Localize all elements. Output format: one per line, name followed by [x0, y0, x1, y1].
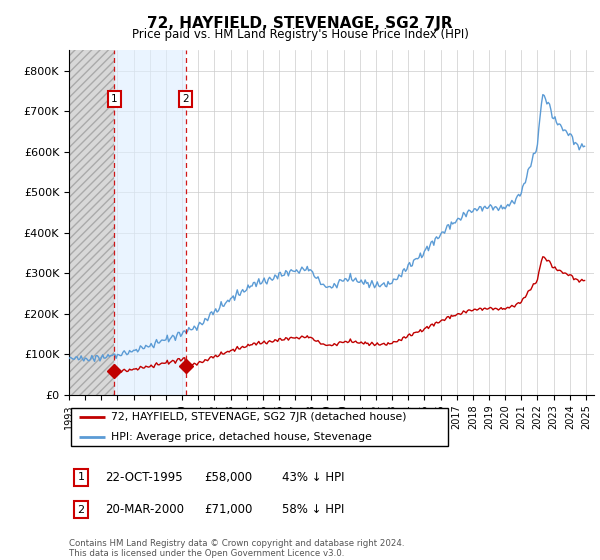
Text: £71,000: £71,000 — [204, 503, 253, 516]
Text: 2: 2 — [182, 94, 189, 104]
Text: 1: 1 — [111, 94, 118, 104]
Text: 43% ↓ HPI: 43% ↓ HPI — [282, 470, 344, 484]
Text: Price paid vs. HM Land Registry's House Price Index (HPI): Price paid vs. HM Land Registry's House … — [131, 28, 469, 41]
Text: 72, HAYFIELD, STEVENAGE, SG2 7JR (detached house): 72, HAYFIELD, STEVENAGE, SG2 7JR (detach… — [111, 412, 406, 422]
Bar — [69, 50, 115, 395]
Text: 22-OCT-1995: 22-OCT-1995 — [105, 470, 182, 484]
Text: HPI: Average price, detached house, Stevenage: HPI: Average price, detached house, Stev… — [111, 432, 372, 442]
FancyBboxPatch shape — [71, 408, 448, 446]
Text: £58,000: £58,000 — [204, 470, 252, 484]
Bar — [115, 50, 185, 395]
Bar — [69, 50, 115, 395]
Text: Contains HM Land Registry data © Crown copyright and database right 2024.
This d: Contains HM Land Registry data © Crown c… — [69, 539, 404, 558]
Text: 1: 1 — [77, 472, 85, 482]
Text: 20-MAR-2000: 20-MAR-2000 — [105, 503, 184, 516]
Text: 72, HAYFIELD, STEVENAGE, SG2 7JR: 72, HAYFIELD, STEVENAGE, SG2 7JR — [147, 16, 453, 31]
Text: 58% ↓ HPI: 58% ↓ HPI — [282, 503, 344, 516]
Text: 2: 2 — [77, 505, 85, 515]
